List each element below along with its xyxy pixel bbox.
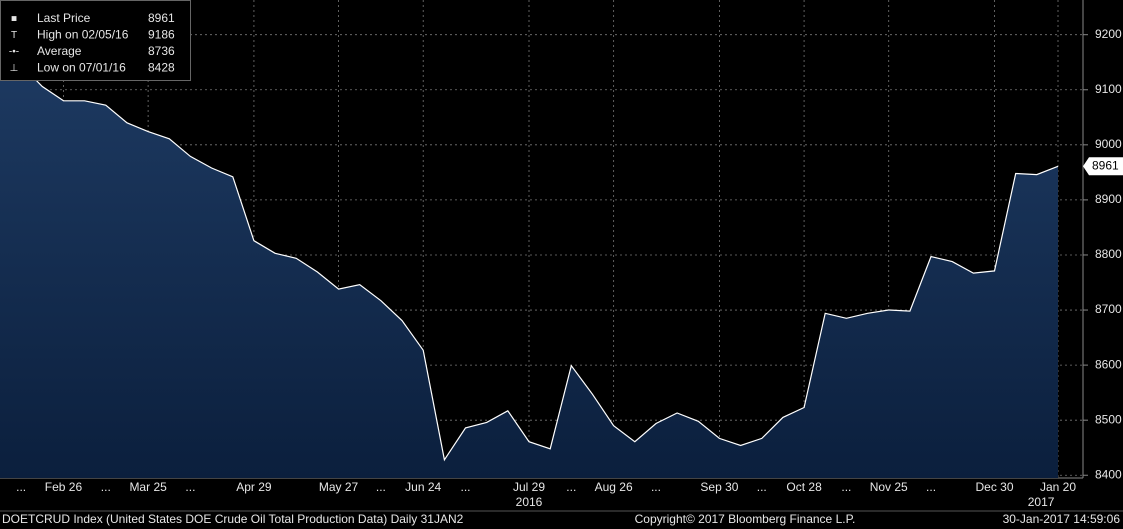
x-tick-label: Jan 20	[1040, 480, 1076, 494]
x-tick-label: ...	[16, 480, 26, 494]
legend-value: 8961	[148, 11, 175, 25]
legend-label: Last Price	[37, 11, 91, 25]
x-tick-label: ...	[376, 480, 386, 494]
legend-icon: T	[11, 30, 17, 41]
legend-value: 8736	[148, 44, 175, 58]
x-tick-label: ...	[101, 480, 111, 494]
x-tick-label: Nov 25	[870, 480, 908, 494]
x-tick-label: ...	[566, 480, 576, 494]
legend-value: 9186	[148, 28, 175, 42]
x-tick-label: ...	[841, 480, 851, 494]
last-price-tag	[1083, 157, 1123, 176]
y-tick-label: 8800	[1095, 247, 1122, 261]
last-price-label: 8961	[1092, 158, 1119, 172]
legend-icon: -•-	[9, 47, 19, 58]
x-tick-label: May 27	[319, 480, 359, 494]
y-tick-label: 8900	[1095, 192, 1122, 206]
legend-value: 8428	[148, 61, 175, 75]
y-tick-label: 9200	[1095, 27, 1122, 41]
x-tick-label: ...	[926, 480, 936, 494]
y-tick-label: 8400	[1095, 467, 1122, 481]
y-tick-label: 9100	[1095, 82, 1122, 96]
footer-left: DOETCRUD Index (United States DOE Crude …	[2, 512, 464, 526]
legend-box	[0, 0, 191, 81]
footer-right: 30-Jan-2017 14:59:06	[1003, 512, 1121, 526]
legend-label: Average	[37, 44, 82, 58]
x-tick-label: Dec 30	[976, 480, 1014, 494]
y-tick-label: 8700	[1095, 302, 1122, 316]
x-tick-label: Apr 29	[236, 480, 272, 494]
x-tick-label: Aug 26	[595, 480, 633, 494]
year-label: 2016	[516, 495, 543, 509]
x-tick-label: Jul 29	[513, 480, 545, 494]
x-tick-label: ...	[185, 480, 195, 494]
x-tick-label: Feb 26	[45, 480, 83, 494]
x-tick-label: ...	[651, 480, 661, 494]
y-tick-label: 9000	[1095, 137, 1122, 151]
x-tick-label: Jun 24	[405, 480, 441, 494]
x-tick-label: Mar 25	[129, 480, 167, 494]
x-tick-label: Sep 30	[700, 480, 738, 494]
x-tick-label: Oct 28	[786, 480, 822, 494]
x-tick-label: ...	[461, 480, 471, 494]
area	[0, 42, 1058, 479]
year-label: 2017	[1028, 495, 1055, 509]
legend-label: Low on 07/01/16	[37, 61, 126, 75]
line	[0, 41, 1059, 462]
y-tick-label: 8600	[1095, 357, 1122, 371]
legend-label: High on 02/05/16	[37, 28, 129, 42]
legend-icon: ⊥	[10, 63, 19, 74]
y-tick-label: 8500	[1095, 412, 1122, 426]
legend-icon: ■	[11, 14, 17, 25]
x-tick-label: ...	[757, 480, 767, 494]
footer-center: Copyright© 2017 Bloomberg Finance L.P.	[635, 512, 856, 526]
